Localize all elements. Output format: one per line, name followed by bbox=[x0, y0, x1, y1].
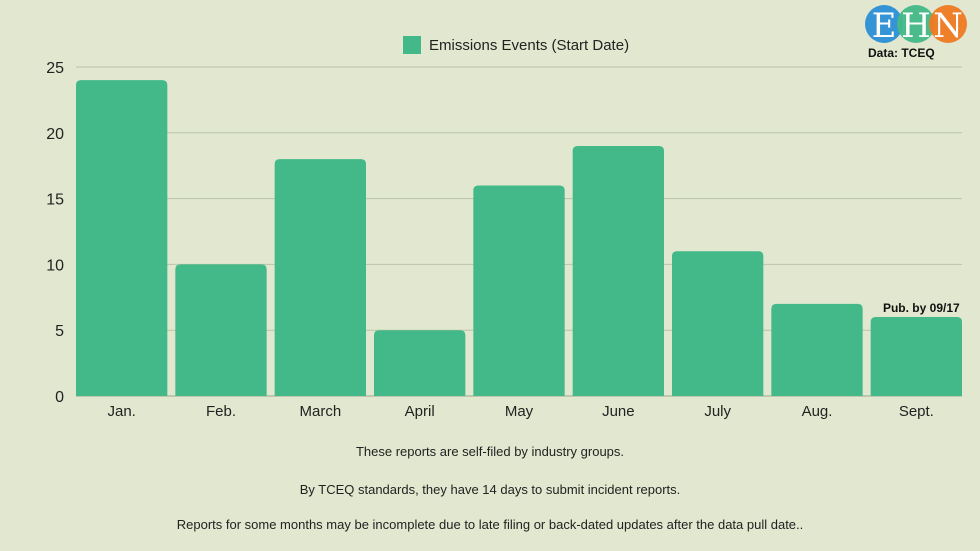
y-tick-label: 5 bbox=[55, 323, 64, 340]
x-tick-label: Aug. bbox=[802, 403, 833, 420]
x-tick-label: March bbox=[299, 403, 341, 420]
bar-march bbox=[274, 159, 366, 396]
bar-chart: 0 5 10 15 20 25 Jan. Feb. March April May June July A… bbox=[46, 60, 962, 420]
bar-jan bbox=[76, 80, 168, 396]
svg-text:N: N bbox=[933, 6, 963, 44]
x-tick-label: Sept. bbox=[899, 403, 934, 420]
bar-sept bbox=[870, 317, 962, 396]
x-tick-label: Jan. bbox=[107, 403, 135, 420]
annotation: Pub. by 09/17 bbox=[883, 301, 960, 315]
bar-june bbox=[572, 145, 664, 396]
y-tick-label: 15 bbox=[46, 192, 64, 209]
legend-swatch bbox=[403, 36, 421, 54]
svg-text:H: H bbox=[901, 6, 931, 44]
legend-label: Emissions Events (Start Date) bbox=[429, 36, 630, 54]
x-tick-label: May bbox=[505, 403, 534, 420]
ehn-logo: E H N bbox=[865, 5, 967, 44]
note-1: These reports are self-filed by industry… bbox=[355, 444, 625, 459]
note-2: By TCEQ standards, they have 14 days to … bbox=[299, 482, 681, 497]
y-tick-label: 10 bbox=[46, 257, 64, 274]
y-tick-label: 25 bbox=[46, 60, 64, 77]
legend: Emissions Events (Start Date) bbox=[403, 36, 629, 54]
data-source: Data: TCEQ bbox=[868, 46, 935, 60]
x-tick-label: April bbox=[405, 403, 435, 420]
bar-may bbox=[473, 185, 565, 396]
svg-text:E: E bbox=[872, 6, 897, 44]
x-tick-label: June bbox=[602, 403, 635, 420]
x-tick-label: July bbox=[704, 403, 731, 420]
bar-feb bbox=[175, 264, 267, 396]
x-tick-label: Feb. bbox=[206, 403, 236, 420]
y-tick-label: 20 bbox=[46, 126, 64, 143]
bar-aug bbox=[771, 303, 863, 396]
bar-april bbox=[374, 330, 466, 396]
y-tick-label: 0 bbox=[55, 389, 64, 406]
note-3: Reports for some months may be incomplet… bbox=[176, 517, 804, 532]
bar-july bbox=[672, 251, 764, 396]
